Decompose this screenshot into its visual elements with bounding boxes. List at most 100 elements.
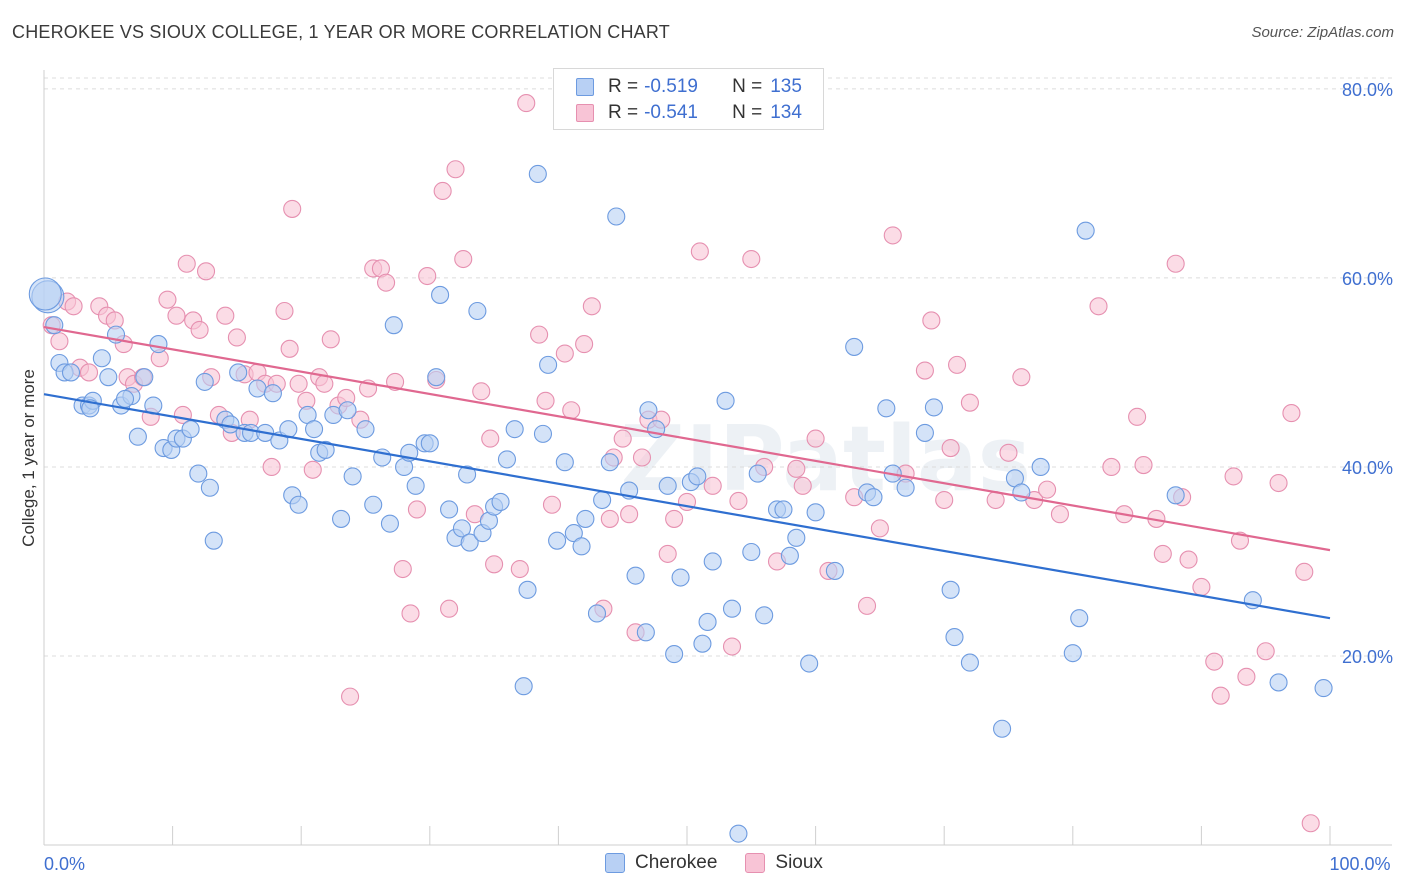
- cherokee-point: [189, 464, 208, 483]
- cherokee-point: [698, 612, 717, 632]
- sioux-point: [1256, 642, 1275, 661]
- sioux-point: [729, 491, 748, 511]
- sioux-point: [857, 596, 877, 615]
- y-axis-title: College, 1 year or more: [19, 369, 38, 547]
- cherokee-point: [693, 634, 712, 653]
- sioux-point: [960, 393, 979, 412]
- sioux-point: [177, 254, 196, 273]
- cherokee-point: [518, 580, 537, 599]
- cherokee-trend-line: [43, 393, 1331, 620]
- cherokee-point: [200, 478, 219, 497]
- y-tick-label: 40.0%: [1342, 458, 1393, 478]
- sioux-point: [227, 328, 246, 347]
- cherokee-point: [941, 580, 960, 599]
- y-tick-label: 60.0%: [1342, 269, 1393, 289]
- cherokee-point: [28, 277, 62, 311]
- cherokee-point: [665, 645, 684, 664]
- legend-r-label: R =: [608, 102, 639, 123]
- cherokee-point: [780, 546, 799, 565]
- cherokee-point: [195, 372, 214, 391]
- cherokee-point: [316, 440, 335, 459]
- sioux-point: [1269, 473, 1288, 493]
- cherokee-point: [945, 628, 964, 647]
- legend-item-sioux[interactable]: Sioux: [745, 852, 823, 874]
- cherokee-point: [1063, 644, 1082, 663]
- sioux-point: [922, 311, 941, 330]
- cherokee-point: [149, 335, 168, 354]
- cherokee-point: [431, 285, 450, 304]
- cherokee-point: [924, 398, 943, 417]
- legend-r-value: -0.541: [644, 102, 698, 123]
- cherokee-point: [864, 488, 883, 507]
- sioux-point: [632, 448, 652, 467]
- cherokee-point: [774, 500, 793, 519]
- sioux-point: [1230, 531, 1250, 550]
- cherokee-point: [343, 467, 362, 486]
- cherokee-point: [593, 490, 612, 510]
- cherokee-point: [289, 495, 308, 514]
- cherokee-point: [587, 604, 607, 623]
- cherokee-point: [787, 528, 806, 547]
- legend-label-cherokee: Cherokee: [635, 852, 718, 873]
- sioux-point: [481, 429, 500, 448]
- sioux-point: [79, 363, 99, 382]
- y-tick-label: 20.0%: [1342, 647, 1393, 667]
- cherokee-point: [896, 478, 915, 497]
- sioux-point: [275, 301, 294, 321]
- sioux-point: [1134, 456, 1153, 475]
- sioux-point: [870, 519, 889, 538]
- cherokee-point: [491, 492, 510, 511]
- cherokee-point: [806, 503, 825, 522]
- legend-swatch-sioux: [576, 104, 594, 122]
- sioux-point: [393, 559, 412, 579]
- cherokee-point: [722, 599, 742, 618]
- sioux-point: [542, 495, 562, 514]
- cherokee-point: [1070, 609, 1089, 628]
- cherokee-point: [505, 420, 524, 439]
- legend-label-sioux: Sioux: [775, 852, 823, 873]
- sioux-point: [321, 330, 340, 349]
- cherokee-point: [427, 368, 446, 387]
- cherokee-point: [305, 420, 324, 439]
- cherokee-point: [960, 653, 979, 672]
- sioux-point: [283, 199, 302, 218]
- sioux-point: [600, 509, 619, 528]
- cherokee-point: [564, 524, 583, 543]
- legend-item-cherokee[interactable]: Cherokee: [605, 852, 717, 874]
- cherokee-point: [993, 719, 1012, 738]
- sioux-point: [562, 401, 581, 420]
- sioux-point: [440, 599, 459, 618]
- cherokee-point: [135, 368, 154, 387]
- cherokee-point: [688, 467, 707, 486]
- sioux-point: [401, 604, 420, 623]
- cherokee-point: [338, 401, 357, 420]
- cherokee-point: [81, 399, 100, 418]
- sioux-point: [485, 555, 504, 574]
- cherokee-point: [576, 509, 595, 528]
- cherokee-point: [607, 207, 626, 226]
- legend-row-sioux: R = -0.541 N = 134: [576, 101, 802, 125]
- sioux-point: [536, 391, 555, 410]
- cherokee-point: [384, 316, 403, 335]
- cherokee-point: [845, 337, 864, 356]
- sioux-point: [167, 306, 186, 325]
- sioux-point: [1192, 577, 1211, 597]
- sioux-point: [216, 306, 235, 325]
- legend-r-value: -0.519: [644, 76, 698, 97]
- sioux-point: [1089, 297, 1108, 316]
- legend-swatch-cherokee: [605, 853, 625, 873]
- cherokee-point: [45, 316, 64, 335]
- sioux-point: [883, 226, 902, 245]
- correlation-legend: R = -0.519 N = 135 R = -0.541 N = 134: [553, 68, 824, 130]
- cherokee-point: [380, 514, 399, 533]
- sioux-point: [555, 344, 574, 363]
- cherokee-point: [825, 561, 844, 580]
- sioux-point: [690, 242, 709, 261]
- sioux-point: [620, 505, 639, 524]
- legend-swatch-cherokee: [576, 78, 594, 96]
- sioux-point: [280, 339, 299, 358]
- cherokee-point: [452, 519, 472, 538]
- cherokee-point: [61, 363, 81, 382]
- sioux-point: [1282, 404, 1301, 423]
